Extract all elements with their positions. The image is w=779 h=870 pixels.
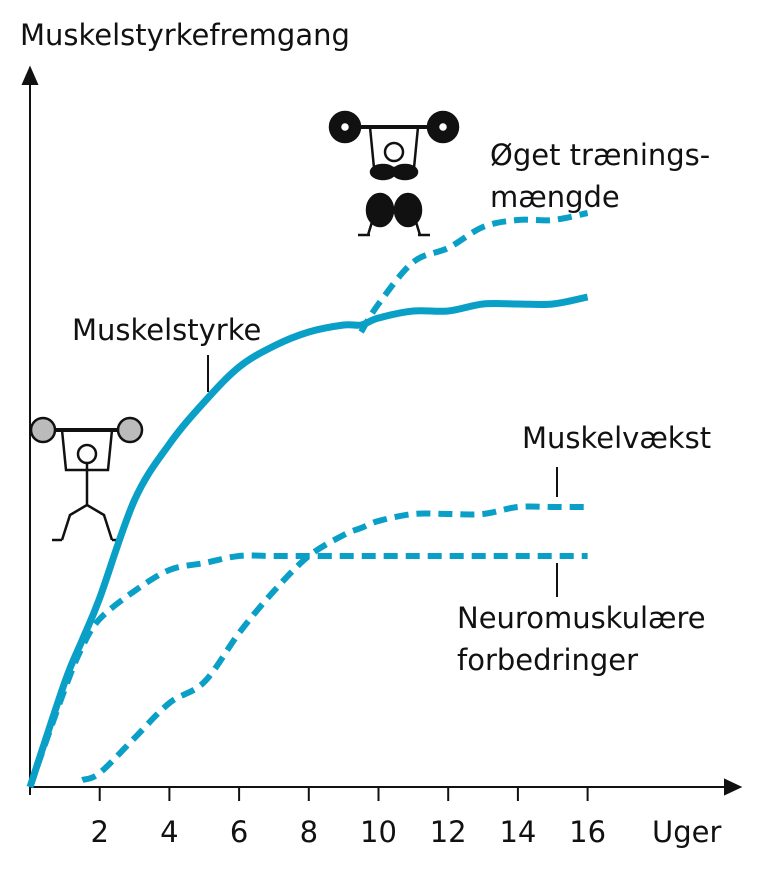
x-axis-label: Uger bbox=[652, 815, 721, 849]
chart-title: Muskelstyrkefremgang bbox=[20, 18, 350, 52]
x-tick-label: 14 bbox=[499, 815, 536, 849]
series-line bbox=[27, 552, 588, 789]
series-line bbox=[358, 210, 589, 334]
series-label: forbedringer bbox=[457, 643, 638, 677]
x-tick-label: 8 bbox=[300, 815, 318, 849]
series-label: Øget trænings- bbox=[490, 138, 710, 172]
series-label: mængde bbox=[490, 180, 620, 214]
series-line bbox=[81, 503, 588, 783]
x-tick-label: 10 bbox=[360, 815, 397, 849]
series-label: Muskelvækst bbox=[522, 421, 711, 455]
series-label: Neuromuskulære bbox=[457, 601, 706, 635]
axes bbox=[21, 65, 743, 796]
series-label: Muskelstyrke bbox=[72, 313, 261, 347]
strong-lifter-icon bbox=[328, 110, 460, 237]
x-tick-label: 2 bbox=[90, 815, 108, 849]
x-tick-label: 4 bbox=[160, 815, 178, 849]
x-tick-label: 6 bbox=[230, 815, 248, 849]
leader-lines bbox=[207, 355, 558, 597]
series-line bbox=[26, 293, 589, 789]
x-tick-label: 16 bbox=[569, 815, 606, 849]
lifter-icon bbox=[29, 416, 144, 542]
x-tick-label: 12 bbox=[430, 815, 467, 849]
